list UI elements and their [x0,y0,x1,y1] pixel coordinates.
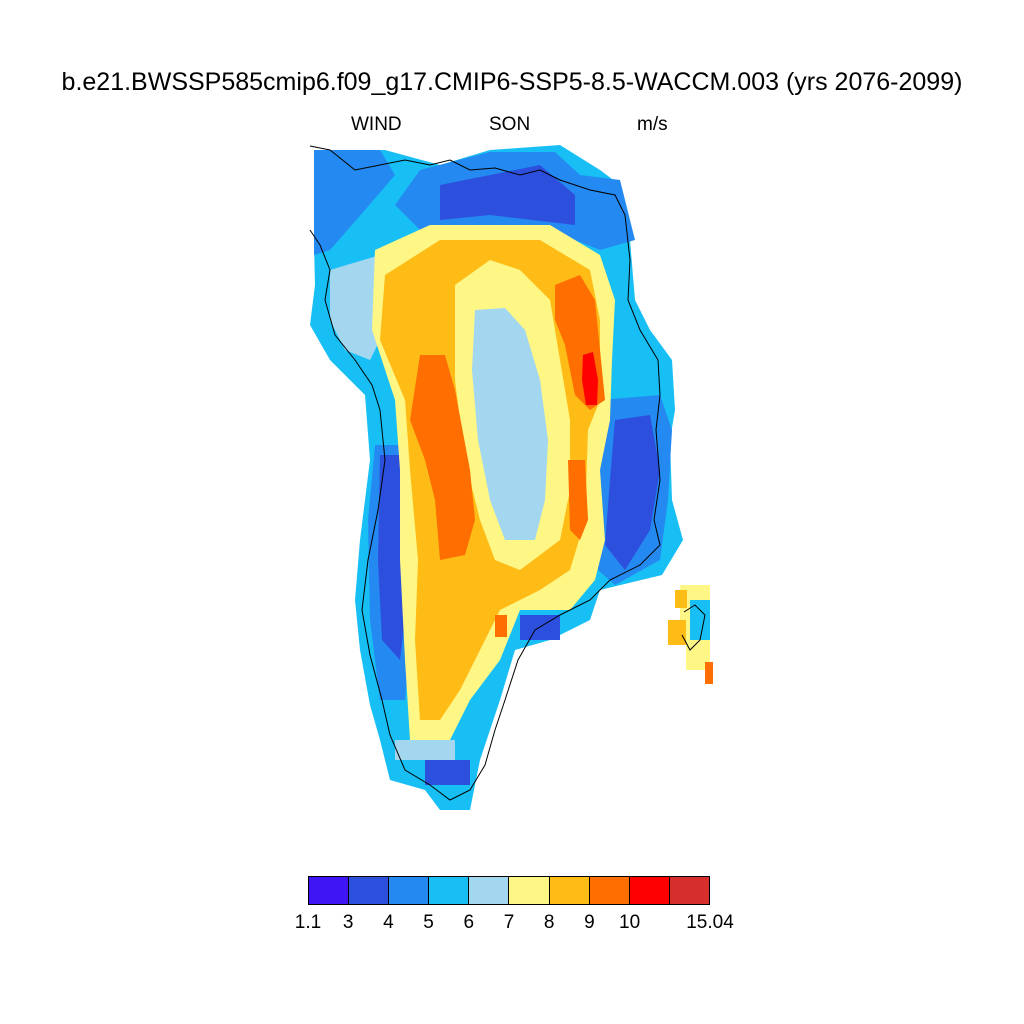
colorbar-swatch [629,877,670,904]
wind-field-region [472,308,548,540]
colorbar-tick-label: 3 [342,912,354,933]
colorbar-swatch [309,877,350,904]
colorbar-swatch [429,877,470,904]
wind-field-region [582,352,598,405]
wind-field-region [495,615,507,637]
colorbar-tick-label: 4 [383,912,394,933]
colorbar-tick-label: 8 [543,912,555,933]
wind-field-region [440,165,575,225]
wind-field-cells [310,145,713,810]
wind-field-region [668,620,686,645]
colorbar-swatch [469,877,510,904]
colorbar-tick-label: 7 [503,912,515,933]
wind-field-region [425,760,470,785]
colorbar-swatch [349,877,390,904]
colorbar-swatch [389,877,430,904]
colorbar-tick-label: 6 [463,912,475,933]
colorbar [308,876,710,905]
wind-field-region [568,460,588,540]
coastline [309,145,706,801]
wind-field-region [605,415,660,570]
colorbar-tick-label: 10 [619,912,641,933]
wind-field-region [395,740,455,760]
wind-field-region [314,150,395,255]
colorbar-tick-label: 15.04 [686,912,734,933]
colorbar-swatch [509,877,550,904]
colorbar-swatch [549,877,590,904]
units-label: m/s [637,114,668,135]
colorbar-swatch [669,877,709,904]
island-coastline [681,604,706,651]
colorbar-swatch [589,877,630,904]
wind-field-region [690,600,710,645]
colorbar-tick-label: 5 [423,912,434,933]
wind-field-region [705,662,713,684]
season-label: SON [489,114,531,135]
plot-title: b.e21.BWSSP585cmip6.f09_g17.CMIP6-SSP5-8… [61,68,963,96]
variable-label: WIND [351,114,402,135]
greenland-coastline [309,145,661,801]
colorbar-tick-label: 1.1 [294,912,322,933]
colorbar-tick-label: 9 [584,912,595,933]
wind-field-region [410,355,475,560]
wind-field-region [675,590,687,608]
